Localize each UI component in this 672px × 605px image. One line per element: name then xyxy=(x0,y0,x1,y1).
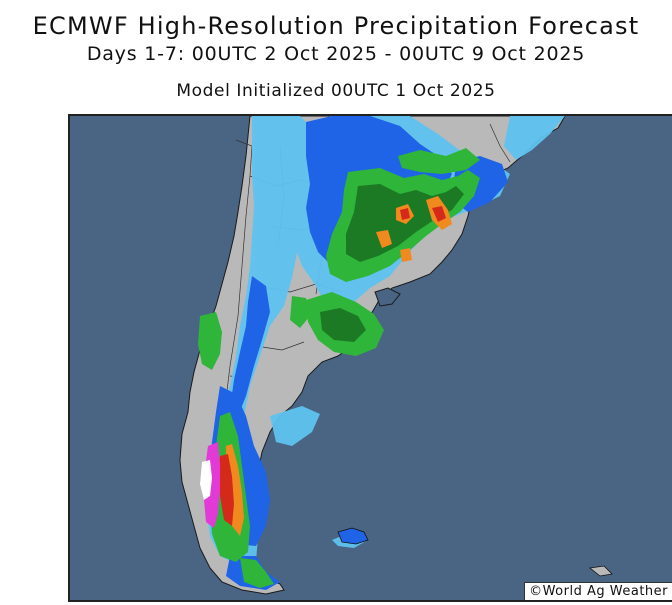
copyright-label: ©World Ag Weather xyxy=(524,582,672,600)
falkland-islands xyxy=(337,527,369,545)
map-title: ECMWF High-Resolution Precipitation Fore… xyxy=(32,12,640,40)
forecast-period: Days 1-7: 00UTC 2 Oct 2025 - 00UTC 9 Oct… xyxy=(86,43,586,65)
precipitation-map: ©World Ag Weather xyxy=(68,114,672,602)
river-estuary xyxy=(374,287,401,307)
model-init-time: Model Initialized 00UTC 1 Oct 2025 xyxy=(176,81,496,101)
map-graphic xyxy=(70,116,672,600)
precip-red xyxy=(218,206,446,526)
small-island xyxy=(589,565,613,577)
precip-white xyxy=(200,460,212,500)
